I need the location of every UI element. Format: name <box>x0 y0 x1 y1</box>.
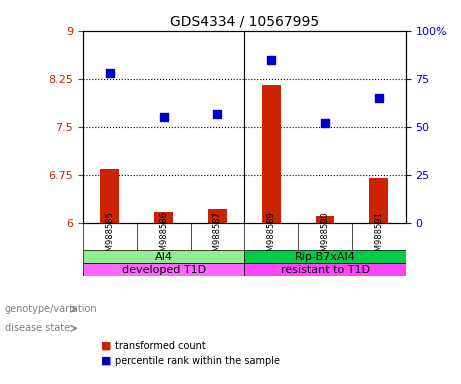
Text: GSM988590: GSM988590 <box>320 211 330 262</box>
Text: GSM988586: GSM988586 <box>159 211 168 262</box>
Text: genotype/variation: genotype/variation <box>5 304 97 314</box>
Text: AI4: AI4 <box>154 252 173 262</box>
Bar <box>208 209 227 223</box>
FancyBboxPatch shape <box>244 263 406 276</box>
FancyBboxPatch shape <box>83 263 244 276</box>
Text: resistant to T1D: resistant to T1D <box>280 265 370 275</box>
Text: developed T1D: developed T1D <box>122 265 206 275</box>
Bar <box>154 212 173 223</box>
Bar <box>316 216 334 223</box>
Bar <box>100 169 119 223</box>
Point <box>375 95 383 101</box>
Point <box>106 70 113 76</box>
Text: disease state: disease state <box>5 323 70 333</box>
Point <box>214 111 221 117</box>
Bar <box>262 85 281 223</box>
Title: GDS4334 / 10567995: GDS4334 / 10567995 <box>170 14 319 28</box>
Point <box>160 114 167 121</box>
Text: GSM988591: GSM988591 <box>374 211 383 262</box>
Text: GSM988585: GSM988585 <box>106 211 114 262</box>
Text: GSM988589: GSM988589 <box>267 211 276 262</box>
Text: percentile rank within the sample: percentile rank within the sample <box>115 356 280 366</box>
Point <box>321 120 329 126</box>
Point <box>267 56 275 63</box>
Bar <box>369 179 388 223</box>
Text: ■: ■ <box>101 341 112 351</box>
FancyBboxPatch shape <box>83 250 244 263</box>
FancyBboxPatch shape <box>244 250 406 263</box>
Text: transformed count: transformed count <box>115 341 206 351</box>
Text: GSM988587: GSM988587 <box>213 211 222 262</box>
Text: Rip-B7xAI4: Rip-B7xAI4 <box>295 252 355 262</box>
Text: ■: ■ <box>101 356 112 366</box>
